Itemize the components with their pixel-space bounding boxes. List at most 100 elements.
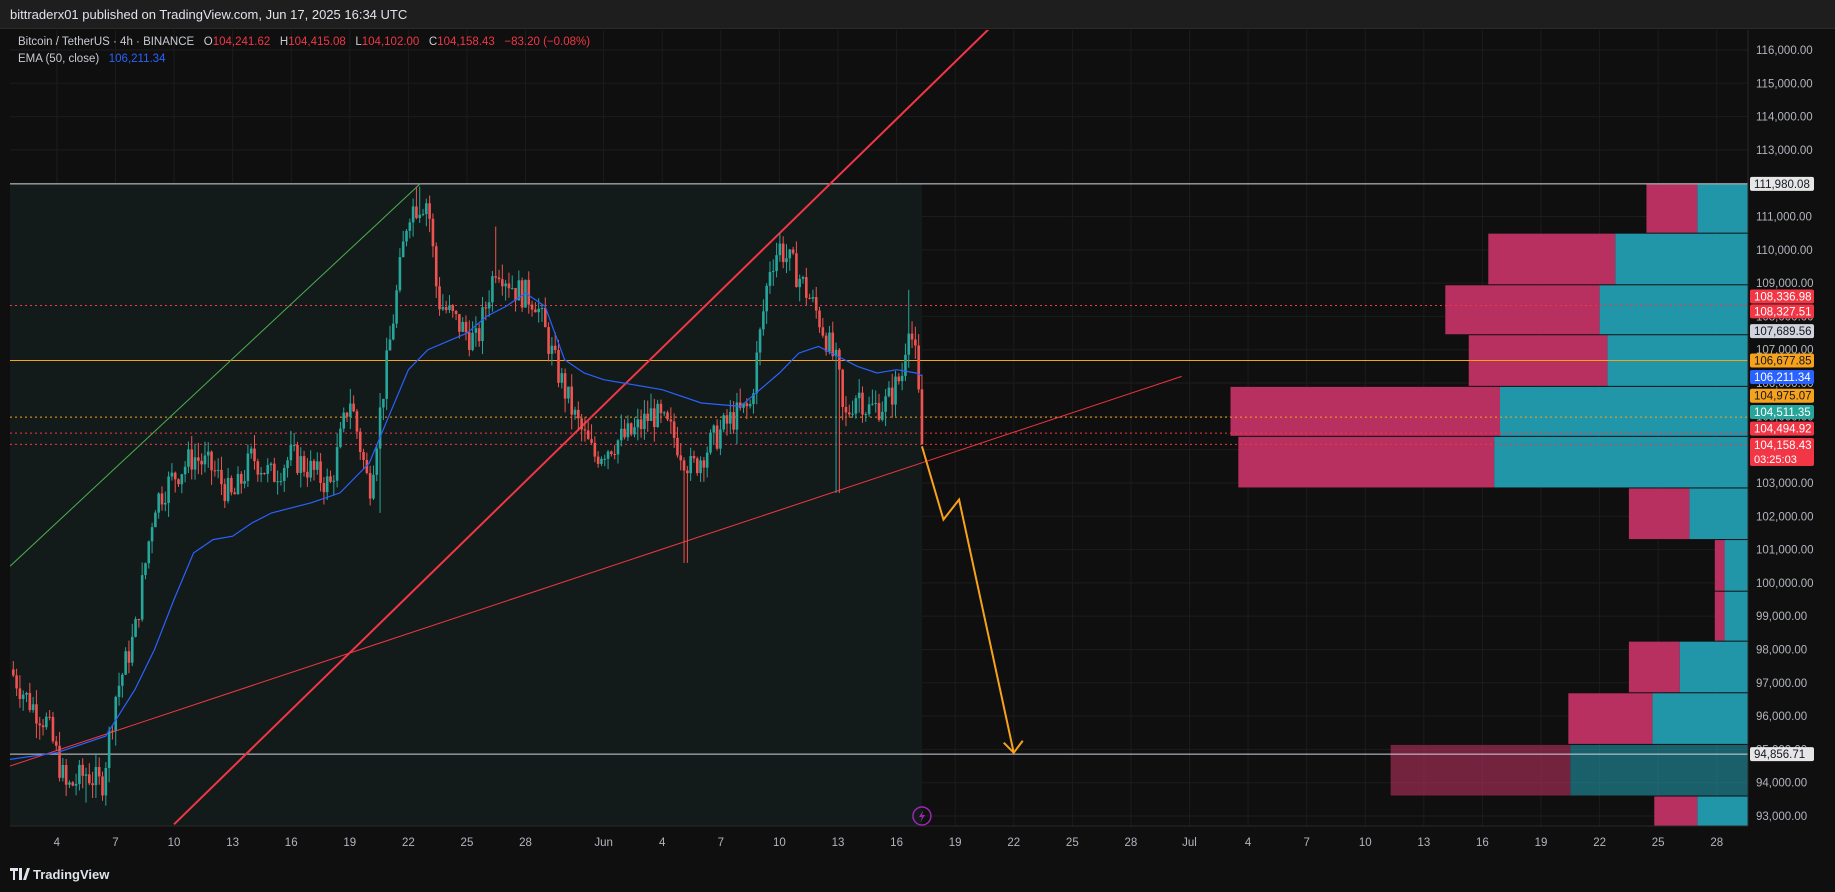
candle-body (616, 440, 620, 455)
candle-body (656, 403, 659, 428)
candle-body (854, 398, 858, 414)
volume-profile-up-bar (1689, 488, 1748, 540)
candle-body (821, 327, 825, 336)
candle-body (738, 402, 742, 408)
candle-body (623, 428, 626, 438)
candle-body (785, 258, 788, 263)
trend-line (173, 30, 990, 826)
candle-body (557, 350, 560, 383)
low-value: 104,102.00 (361, 36, 420, 48)
time-tick-label: 16 (1476, 837, 1489, 849)
candle-body (778, 243, 782, 256)
candle-body (553, 345, 557, 351)
candle-body (517, 280, 521, 301)
candle-body (613, 454, 616, 456)
candle-body (729, 412, 732, 424)
candle-body (884, 396, 887, 412)
candle-body (477, 328, 481, 342)
price-tick-label: 98,000.00 (1756, 644, 1807, 656)
candle-body (91, 783, 94, 786)
price-tick-label: 100,000.00 (1756, 578, 1814, 590)
candle-body (306, 471, 309, 478)
lightning-icon (912, 806, 932, 826)
lightning-bolt (918, 810, 925, 822)
time-tick-label: 10 (168, 837, 181, 849)
candle-body (18, 688, 22, 700)
candle-body (352, 403, 355, 412)
candle-body (877, 402, 881, 420)
candle-body (273, 463, 276, 482)
candle-body (408, 222, 412, 231)
price-badge: 108,327.51 (1750, 304, 1814, 319)
candle-body (692, 455, 696, 459)
candle-body (282, 468, 286, 481)
time-tick-label: 10 (773, 837, 786, 849)
price-tick-label: 109,000.00 (1756, 278, 1814, 290)
candle-body (798, 278, 802, 288)
price-badge-label: 108,327.51 (1754, 306, 1812, 318)
candle-body (464, 321, 468, 333)
tradingview-logo[interactable]: TradingView (10, 867, 109, 882)
candle-body (662, 412, 666, 414)
candle-body (702, 460, 706, 468)
price-badge-label: 108,336.98 (1754, 291, 1812, 303)
candle-body (801, 277, 805, 279)
candle-body (791, 249, 795, 254)
high-value: 104,415.08 (288, 36, 346, 48)
candle-body (64, 765, 68, 785)
candle-body (458, 314, 461, 332)
plot-layer (10, 30, 1748, 826)
candle-body (818, 310, 821, 328)
candle-body (213, 470, 217, 472)
candle-body (104, 767, 108, 796)
volume-profile-up-bar (1615, 233, 1748, 285)
price-badge: 104,511.35 (1750, 405, 1814, 420)
candle-body (170, 472, 174, 477)
candle-body (28, 692, 32, 711)
candle-body (180, 474, 184, 485)
ohlc-row: Bitcoin / TetherUS · 4h · BINANCE O104,2… (18, 34, 590, 51)
volume-profile-up-bar (1499, 386, 1748, 436)
candle-body (686, 470, 689, 474)
candle-body (504, 283, 507, 287)
price-badge-label: 104,494.92 (1754, 424, 1812, 436)
ema-value: 106,211.34 (108, 53, 166, 65)
candle-body (154, 512, 157, 528)
time-tick-label: 19 (343, 837, 356, 849)
time-tick-label: 4 (659, 837, 666, 849)
lightning-icon-ring (912, 806, 932, 826)
candle-body (121, 674, 124, 686)
candle-body (530, 304, 534, 310)
candle-body (586, 430, 590, 440)
open-value: 104,241.62 (212, 36, 271, 48)
price-tick-label: 115,000.00 (1756, 78, 1813, 90)
candle-body (124, 651, 127, 675)
candle-body (94, 766, 98, 786)
candle-body (279, 480, 283, 482)
ema-row[interactable]: EMA (50, close) 106,211.34 (18, 51, 590, 68)
price-badge-bg (1750, 289, 1814, 304)
candle-body (48, 716, 51, 718)
price-tick-label: 97,000.00 (1756, 678, 1807, 690)
candle-body (771, 271, 775, 273)
candle-body (765, 285, 768, 312)
time-tick-label: 7 (718, 837, 724, 849)
ema-label: EMA (50, close) (18, 53, 100, 65)
candle-body (358, 431, 362, 453)
candle-body (418, 214, 422, 219)
candle-body (828, 332, 831, 352)
candle-body (167, 476, 170, 503)
candle-body (111, 730, 114, 732)
candle-body (88, 774, 91, 784)
candle-body (735, 402, 739, 430)
candle-body (339, 428, 342, 448)
candle-body (672, 421, 676, 438)
time-tick-label: 4 (54, 837, 61, 849)
candle-body (699, 460, 702, 474)
change-value: −83.20 (−0.08%) (504, 36, 591, 48)
candle-body (157, 493, 160, 513)
candle-body (302, 456, 306, 472)
candle-body (405, 230, 408, 242)
candle-body (580, 418, 583, 430)
